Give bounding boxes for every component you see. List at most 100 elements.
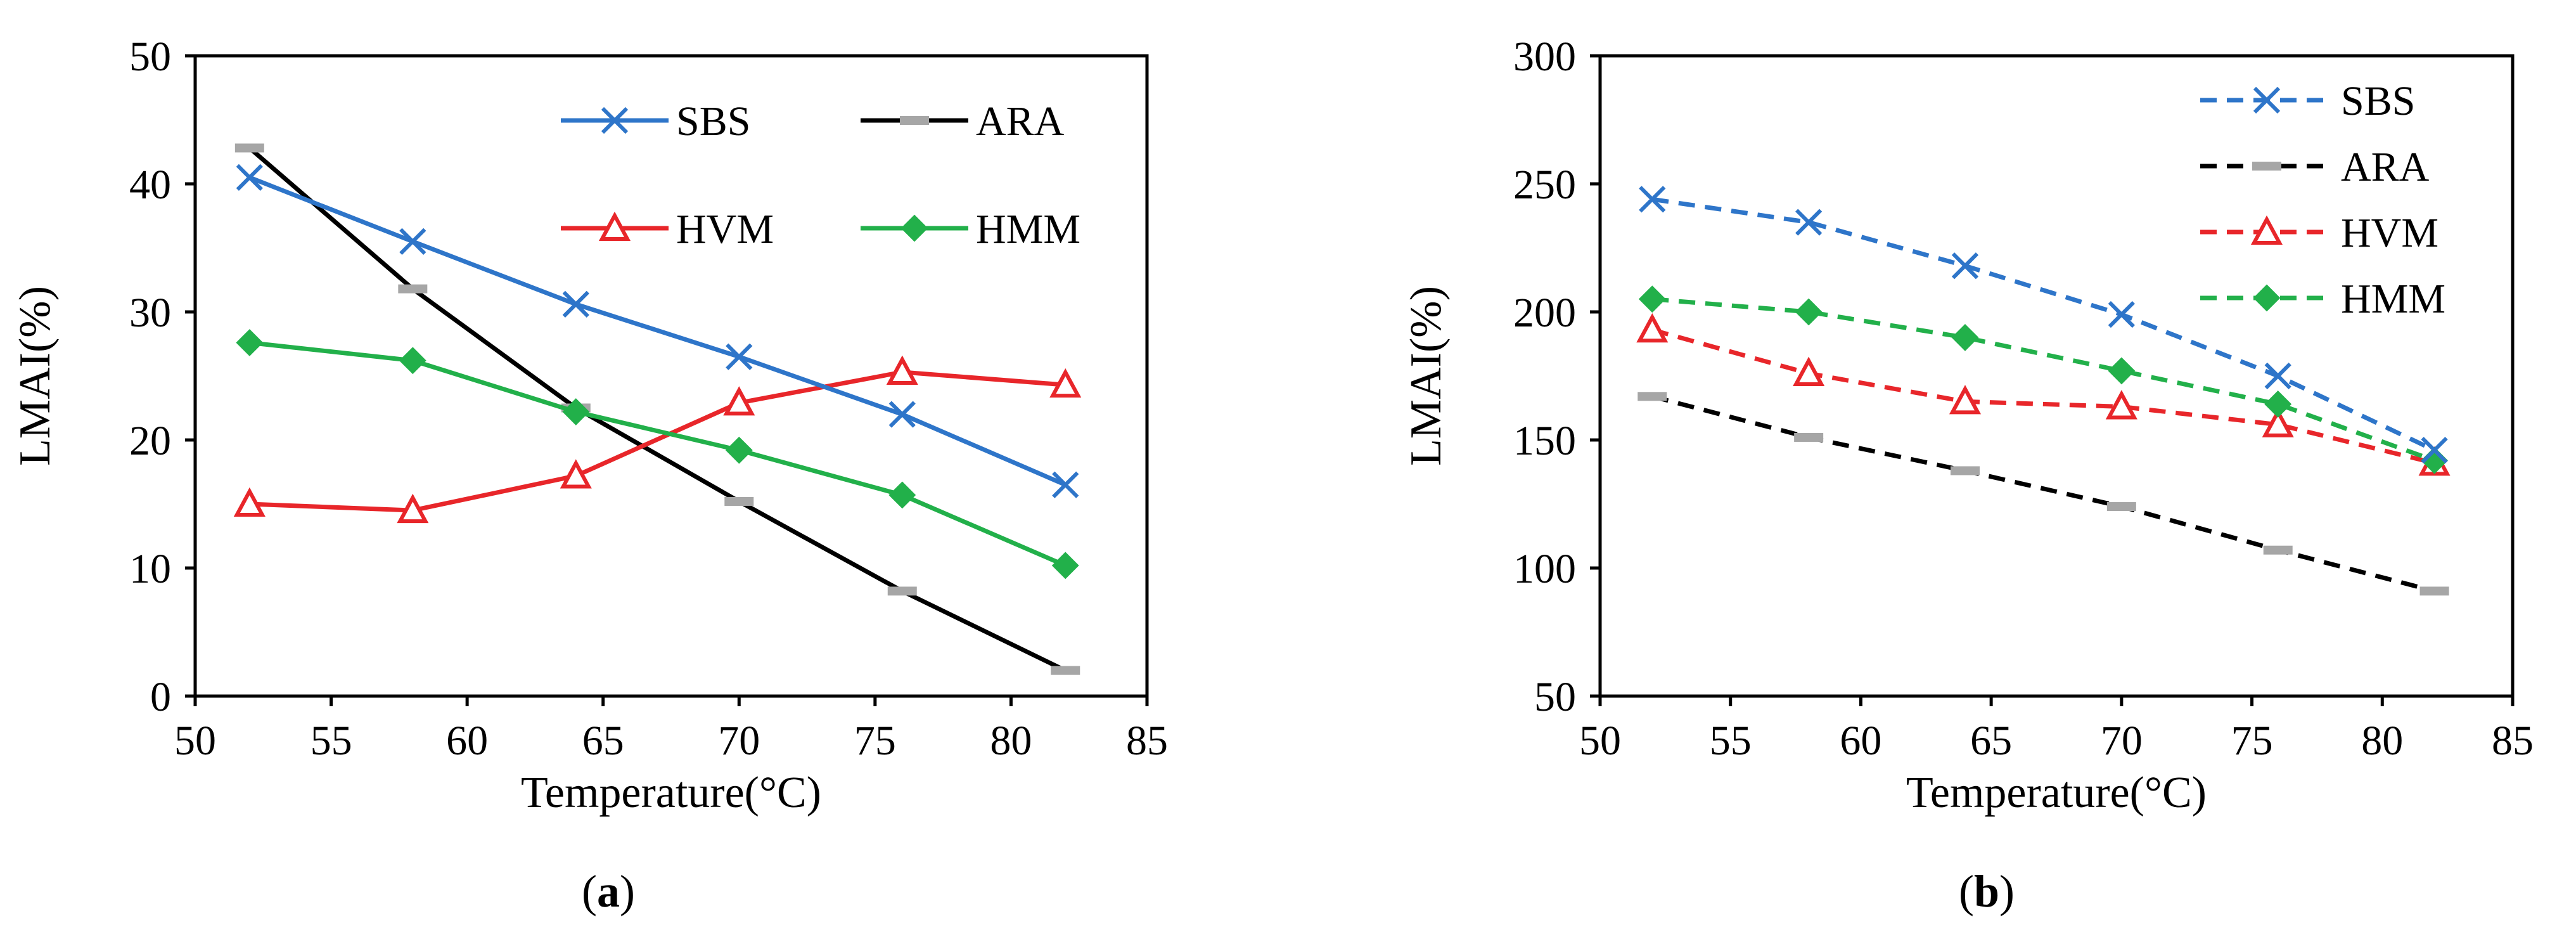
data-point-hvm — [1049, 368, 1082, 398]
data-point-sbs — [562, 290, 589, 318]
legend-marker-sbs — [601, 107, 629, 134]
data-point-sbs — [888, 401, 916, 428]
x-tick-label: 65 — [582, 718, 624, 764]
data-point-sbs — [236, 164, 263, 191]
legend-label-sbs: SBS — [676, 98, 750, 145]
data-point-hmm — [399, 347, 426, 375]
data-point-sbs — [726, 343, 753, 370]
x-axis-title: Temperature(°C) — [521, 768, 821, 817]
plot-area-border — [193, 54, 1149, 698]
legend-label-hmm: HMM — [976, 206, 1080, 252]
data-point-hvm — [723, 386, 755, 416]
legend-label-hvm: HVM — [2341, 210, 2438, 256]
legend-marker-hvm — [598, 211, 631, 241]
data-point-sbs — [1052, 471, 1079, 498]
y-tick-label: 50 — [1534, 674, 1576, 720]
data-point-sbs — [2421, 437, 2448, 464]
chart-a: 50 55 60 65 70 75 80 85 0 10 20 30 40 50 Temperature(°… — [11, 34, 1168, 917]
data-point-ara — [234, 143, 264, 153]
data-point-hvm — [560, 459, 592, 489]
x-tick-label: 85 — [1126, 718, 1168, 764]
data-point-hvm — [2105, 390, 2137, 420]
legend-marker-hmm — [2253, 284, 2281, 312]
x-tick-label: 80 — [990, 718, 1032, 764]
y-tick-label: 20 — [129, 418, 171, 464]
data-point-hvm — [233, 487, 266, 517]
y-tick-label: 0 — [150, 674, 171, 720]
legend-label-hmm: HMM — [2341, 276, 2445, 322]
series-line-sbs — [248, 175, 1067, 487]
data-point-hvm — [886, 355, 918, 385]
legend-marker-hmm — [900, 214, 928, 242]
legend-marker-hvm — [2250, 215, 2283, 245]
legend-label-hvm: HVM — [676, 206, 774, 252]
data-point-ara — [887, 586, 917, 596]
y-tick-label: 200 — [1513, 290, 1576, 336]
data-point-hvm — [2262, 408, 2294, 437]
figure-caption: (a) — [582, 866, 635, 917]
y-tick-label: 50 — [129, 34, 171, 80]
x-tick-label: 50 — [174, 718, 216, 764]
x-tick-label: 75 — [854, 718, 896, 764]
x-tick-label: 55 — [1710, 718, 1752, 764]
data-point-hmm — [2108, 357, 2136, 385]
data-point-ara — [2263, 545, 2293, 555]
data-point-hmm — [1951, 323, 1979, 351]
data-point-hmm — [1638, 285, 1666, 313]
x-tick-label: 50 — [1579, 718, 1621, 764]
series-line-ara — [248, 146, 1067, 673]
data-point-ara — [2419, 586, 2449, 596]
data-point-hvm — [1793, 356, 1825, 386]
legend-label-ara: ARA — [976, 98, 1065, 145]
y-tick-label: 250 — [1513, 162, 1576, 208]
data-point-sbs — [2108, 300, 2135, 328]
legend-label-ara: ARA — [2341, 144, 2430, 190]
data-point-ara — [398, 284, 428, 294]
series-line-hvm — [1651, 327, 2435, 465]
y-tick-label: 10 — [129, 546, 171, 592]
y-tick-label: 150 — [1513, 418, 1576, 464]
data-point-hmm — [2264, 391, 2292, 418]
x-axis-title: Temperature(°C) — [1906, 768, 2207, 817]
y-axis-title: LMAI(%) — [11, 286, 60, 466]
x-tick-label: 70 — [718, 718, 760, 764]
data-point-hmm — [1051, 552, 1079, 579]
data-point-ara — [724, 496, 754, 506]
data-point-ara — [1051, 666, 1080, 675]
data-point-ara — [1637, 392, 1667, 401]
x-tick-label: 60 — [446, 718, 488, 764]
series-line-hvm — [249, 370, 1066, 513]
x-tick-label: 55 — [311, 718, 352, 764]
figure-caption: (b) — [1959, 866, 2015, 917]
legend-marker-sbs — [2253, 86, 2281, 114]
data-point-sbs — [2264, 362, 2291, 390]
y-axis-title: LMAI(%) — [1402, 286, 1451, 466]
y-tick-label: 100 — [1513, 546, 1576, 592]
data-point-ara — [1794, 432, 1824, 442]
series-line-ara — [1651, 394, 2435, 593]
x-tick-label: 75 — [2231, 718, 2273, 764]
data-point-ara — [1951, 466, 1980, 475]
data-point-hmm — [1795, 298, 1823, 326]
y-tick-label: 40 — [129, 162, 171, 208]
data-point-ara — [2106, 502, 2136, 512]
chart-b: 50 55 60 65 70 75 80 85 50 100 150 200 250 300 Tempera… — [1402, 34, 2534, 917]
x-tick-label: 65 — [1970, 718, 2012, 764]
data-point-sbs — [1795, 209, 1823, 236]
y-tick-label: 300 — [1513, 34, 1576, 80]
data-point-sbs — [399, 228, 426, 255]
x-tick-label: 70 — [2101, 718, 2143, 764]
data-point-hmm — [236, 329, 264, 356]
legend-marker-ara — [900, 116, 929, 125]
series-line-sbs — [1651, 197, 2436, 453]
legend-label-sbs: SBS — [2341, 78, 2415, 124]
plot-area-border — [1598, 54, 2515, 698]
x-tick-label: 85 — [2492, 718, 2534, 764]
data-point-hmm — [725, 436, 753, 464]
data-point-sbs — [1639, 186, 1666, 213]
x-tick-label: 80 — [2361, 718, 2403, 764]
series-line-hmm — [249, 340, 1067, 568]
data-point-hvm — [1636, 313, 1669, 343]
data-point-hvm — [1949, 385, 1982, 415]
